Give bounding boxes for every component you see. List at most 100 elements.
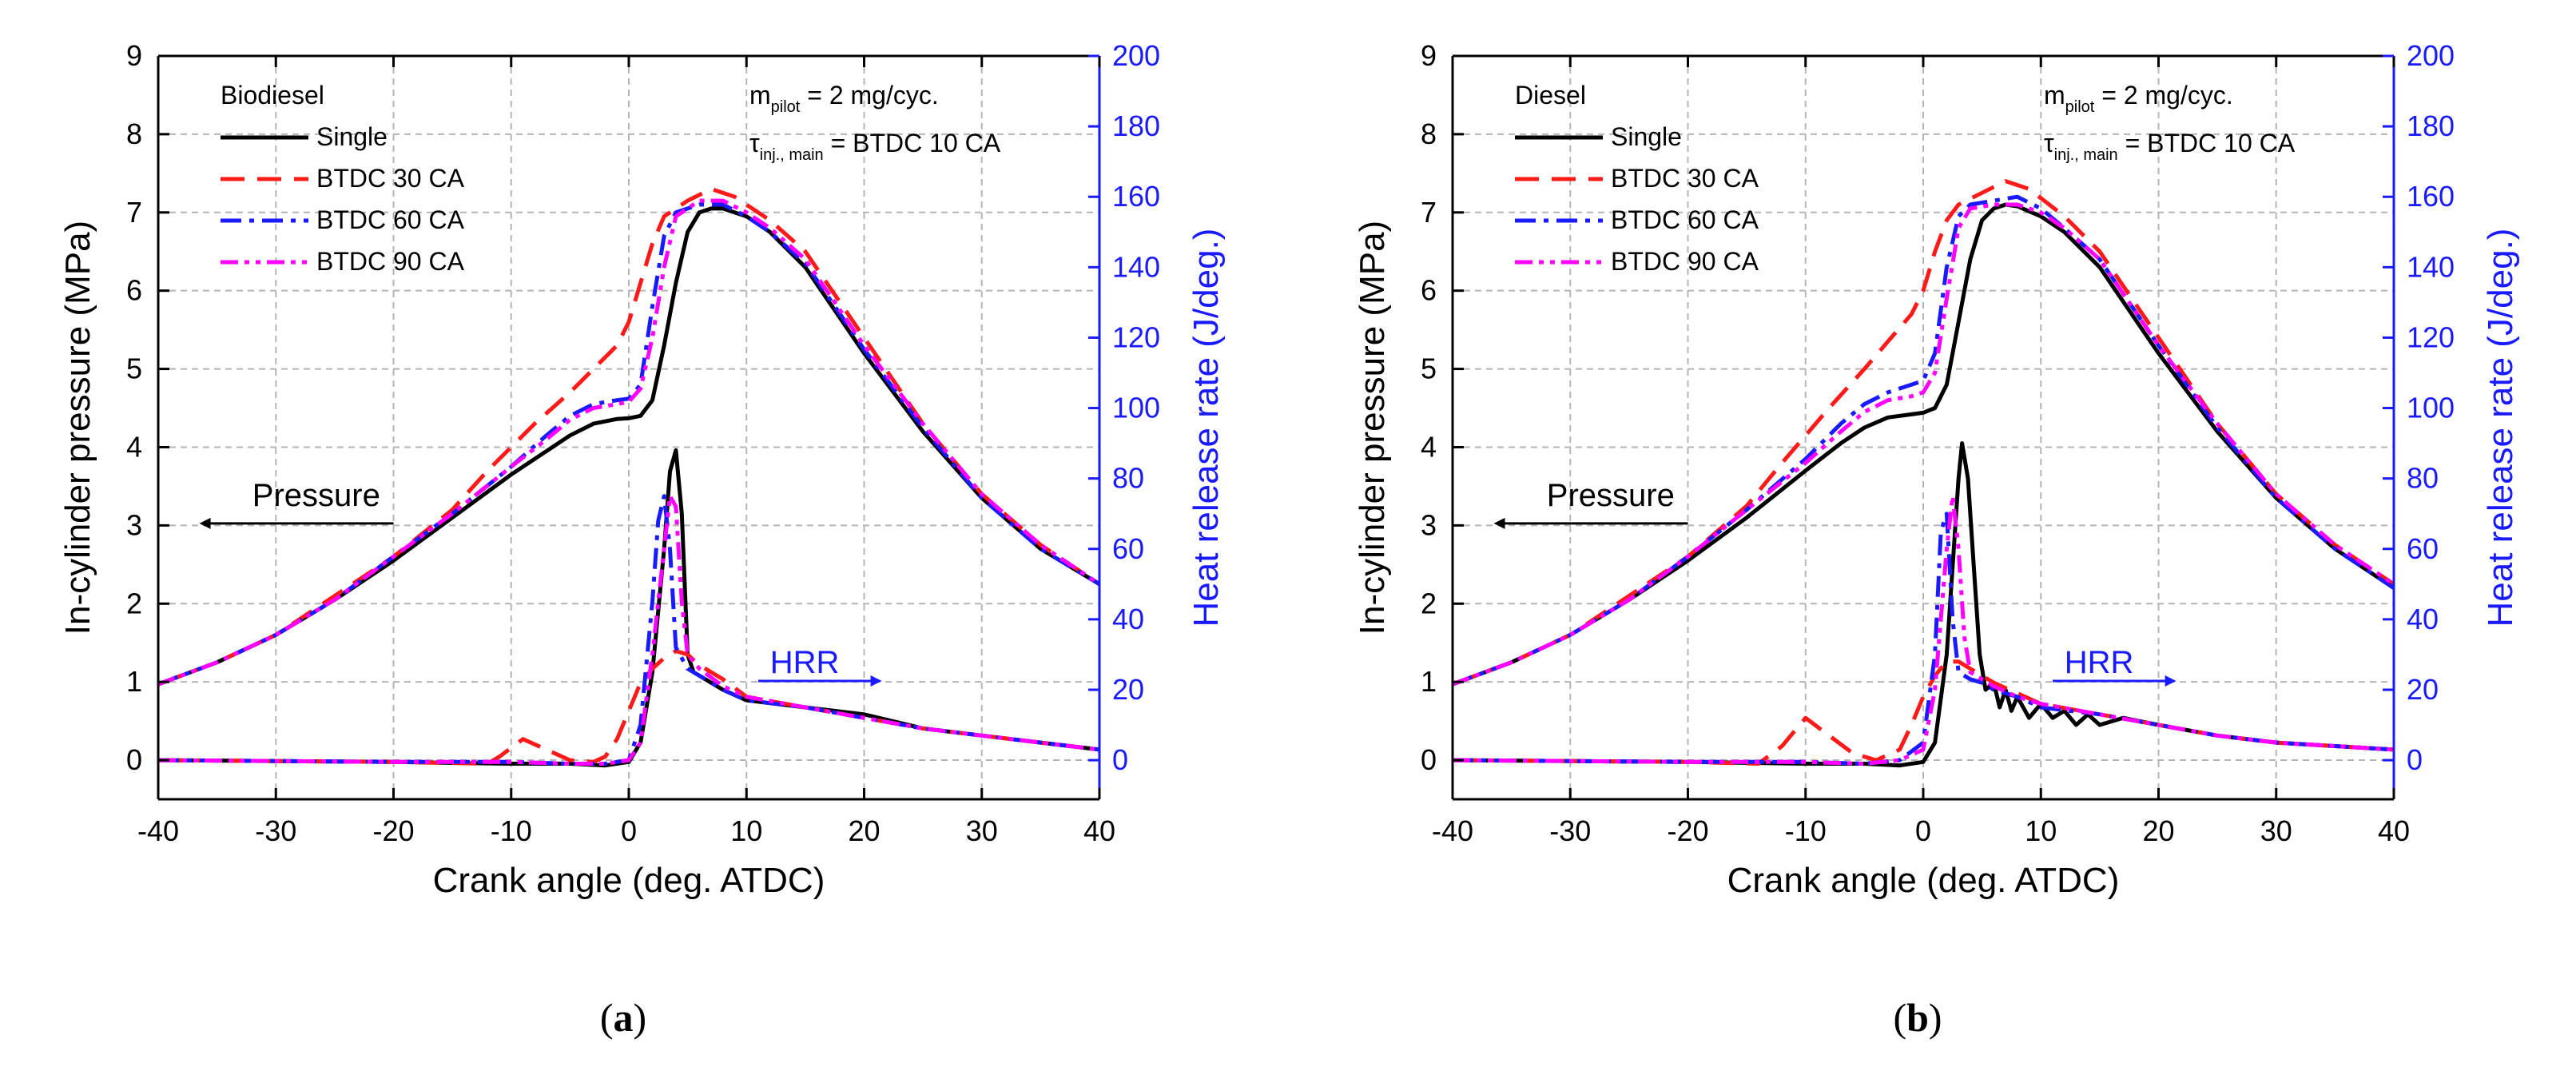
- panel-letter-value: a: [614, 995, 634, 1040]
- annotation-timing: τinj., main = BTDC 10 CA: [2044, 129, 2296, 164]
- y-right-tick-label: 0: [2407, 743, 2423, 776]
- x-tick-label: 40: [2378, 814, 2410, 847]
- legend-label: BTDC 60 CA: [1611, 205, 1759, 234]
- y-left-tick-label: 0: [126, 743, 142, 776]
- y-left-axis-title: In-cylinder pressure (MPa): [1353, 221, 1392, 635]
- panel-a: -40 -30 -20 -10 0 10 20 30 40 0 1 2 3 4 5 6 7 8 9 0 20 40 60 80…: [58, 39, 1226, 1040]
- annotation-mass-subscript: pilot: [771, 98, 801, 116]
- y-left-tick-label: 5: [126, 352, 142, 385]
- y-right-tick-label: 200: [2407, 39, 2455, 72]
- legend-label: Single: [316, 122, 388, 151]
- pressure-arrow-icon: [1493, 517, 1505, 529]
- legend-label: BTDC 60 CA: [316, 205, 465, 234]
- annotation-mass-value: = 2 mg/cyc.: [800, 81, 938, 109]
- y-left-tick-label: 7: [126, 196, 142, 229]
- series-line-pressure-btdc-90-ca: [157, 198, 1101, 687]
- y-right-tick-label: 80: [2407, 462, 2439, 495]
- y-left-tick-label: 6: [1421, 274, 1437, 307]
- hrr-arrow-icon: [2165, 675, 2176, 687]
- pressure-annotation: Pressure: [1493, 478, 1688, 529]
- annotation-mass: mpilot = 2 mg/cyc.: [2044, 81, 2233, 116]
- hrr-label: HRR: [2065, 645, 2134, 680]
- series-line-hrr-single: [1452, 441, 2395, 768]
- x-tick-label: -30: [1549, 814, 1591, 847]
- series-line-pressure-btdc-30-ca: [157, 186, 1101, 687]
- y-right-tick-label: 20: [2407, 673, 2439, 706]
- legend: Diesel Single BTDC 30 CA BTDC 60 CA BTDC 90 …: [1515, 81, 1759, 276]
- panel-letter-open: (: [1893, 995, 1906, 1040]
- y-right-tick-label: 140: [2407, 250, 2455, 283]
- hrr-arrow-icon: [870, 675, 882, 687]
- annotation-mass-value: = 2 mg/cyc.: [2094, 81, 2232, 109]
- y-right-tick-label: 100: [2407, 392, 2455, 424]
- legend: Biodiesel Single BTDC 30 CA BTDC 60 CA BTDC …: [221, 81, 465, 276]
- y-right-tick-label: 60: [1112, 532, 1144, 565]
- annotation-timing-symbol: τ: [749, 129, 760, 157]
- annotation-mass-subscript: pilot: [2065, 98, 2095, 116]
- pressure-arrow-icon: [199, 517, 211, 529]
- series-line-pressure-single: [157, 206, 1101, 687]
- y-right-tick-label: 160: [2407, 180, 2455, 213]
- y-left-tick-label: 9: [1421, 39, 1437, 72]
- y-right-tick-label: 120: [2407, 321, 2455, 353]
- y-right-tick-label: 60: [2407, 532, 2439, 565]
- y-left-tick-label: 7: [1421, 196, 1437, 229]
- pressure-annotation: Pressure: [199, 478, 394, 529]
- x-tick-label: -10: [491, 814, 532, 847]
- panel-letter-close: ): [1929, 995, 1942, 1040]
- y-right-axis-title: Heat release rate (J/deg.): [1187, 229, 1226, 627]
- series-line-hrr-btdc-30-ca: [1452, 659, 2395, 766]
- annotation-timing-subscript: inj., main: [2054, 146, 2118, 164]
- y-left-tick-label: 2: [1421, 587, 1437, 619]
- y-right-tick-label: 180: [2407, 109, 2455, 142]
- y-left-tick-label: 4: [126, 430, 142, 463]
- panel-b: -40 -30 -20 -10 0 10 20 30 40 0 1 2 3 4 5 6 7 8 9 0 20 40 60 80…: [1353, 39, 2520, 1040]
- y-right-tick-label: 180: [1112, 109, 1160, 142]
- legend-label: BTDC 90 CA: [1611, 247, 1759, 276]
- series-line-hrr-btdc-90-ca: [1452, 494, 2395, 766]
- x-tick-label: 20: [2142, 814, 2174, 847]
- pressure-label: Pressure: [252, 478, 380, 513]
- annotation-mass-symbol: m: [749, 81, 771, 109]
- y-right-tick-label: 80: [1112, 462, 1144, 495]
- panel-letter: (a): [600, 995, 646, 1040]
- y-left-tick-label: 1: [126, 665, 142, 698]
- x-tick-label: 0: [621, 814, 637, 847]
- x-tick-label: -10: [1785, 814, 1827, 847]
- panel-letter-value: b: [1906, 995, 1929, 1040]
- annotation-timing-value: = BTDC 10 CA: [824, 129, 1001, 157]
- x-tick-label: 30: [966, 814, 998, 847]
- panel-letter-close: ): [634, 995, 647, 1040]
- x-tick-label: 30: [2260, 814, 2292, 847]
- annotation-mass-symbol: m: [2044, 81, 2065, 109]
- x-axis-title: Crank angle (deg. ATDC): [1727, 861, 2120, 900]
- y-right-tick-label: 40: [2407, 603, 2439, 635]
- x-tick-label: -20: [1667, 814, 1708, 847]
- series-line-pressure-btdc-30-ca: [1452, 179, 2395, 687]
- y-left-tick-label: 4: [1421, 430, 1437, 463]
- x-axis-title: Crank angle (deg. ATDC): [433, 861, 825, 900]
- legend-label: BTDC 30 CA: [1611, 164, 1759, 193]
- annotation-timing-value: = BTDC 10 CA: [2118, 129, 2296, 157]
- legend-label: BTDC 90 CA: [316, 247, 465, 276]
- y-left-tick-label: 3: [1421, 508, 1437, 541]
- panel-letter-open: (: [600, 995, 614, 1040]
- y-left-tick-label: 3: [126, 508, 142, 541]
- y-left-tick-label: 6: [126, 274, 142, 307]
- x-tick-label: -40: [137, 814, 179, 847]
- y-left-tick-label: 1: [1421, 665, 1437, 698]
- annotation-timing: τinj., main = BTDC 10 CA: [749, 129, 1001, 164]
- legend-title: Biodiesel: [221, 81, 324, 109]
- annotation-timing-subscript: inj., main: [760, 146, 824, 164]
- y-left-tick-label: 8: [126, 117, 142, 150]
- legend-label: BTDC 30 CA: [316, 164, 465, 193]
- x-tick-label: 10: [730, 814, 762, 847]
- x-tick-label: 10: [2025, 814, 2057, 847]
- legend-title: Diesel: [1515, 81, 1586, 109]
- y-right-tick-label: 120: [1112, 321, 1160, 353]
- x-tick-label: 20: [848, 814, 880, 847]
- y-left-tick-label: 2: [126, 587, 142, 619]
- y-right-tick-label: 0: [1112, 743, 1128, 776]
- y-left-axis-title: In-cylinder pressure (MPa): [58, 221, 97, 635]
